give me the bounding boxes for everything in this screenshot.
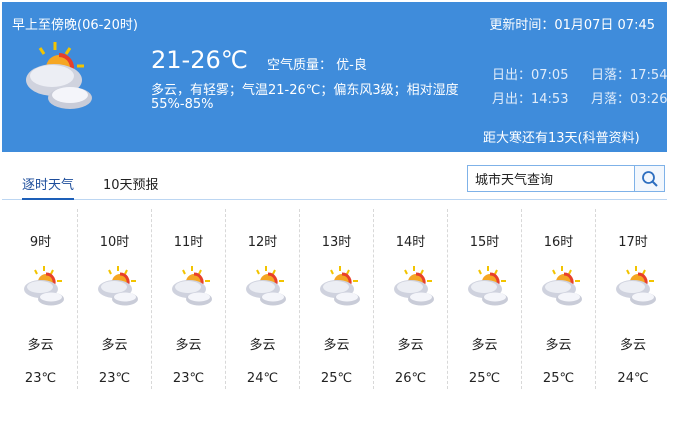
weather-label: 多云 <box>471 338 498 353</box>
sunset: 日落：17:54 <box>591 68 668 83</box>
air-quality: 空气质量： 优-良 <box>267 58 367 73</box>
partly-cloudy-icon <box>392 265 440 311</box>
humidity: 55%-85% <box>151 97 214 112</box>
hour-temperature: 25℃ <box>468 371 501 386</box>
hour-column: 15时多云 25℃ <box>448 209 522 389</box>
moonset: 月落：03:26 <box>591 92 668 107</box>
weather-label: 多云 <box>101 338 128 353</box>
hour-column: 14时多云 26℃ <box>374 209 448 389</box>
partly-cloudy-icon <box>318 265 366 311</box>
hour-label: 14时 <box>395 235 426 250</box>
hour-temperature: 23℃ <box>24 371 57 386</box>
partly-cloudy-icon <box>22 265 70 311</box>
hour-temperature: 26℃ <box>394 371 427 386</box>
update-time: 更新时间：01月07日 07:45 <box>489 18 655 33</box>
weather-label: 多云 <box>323 338 350 353</box>
weather-widget: 早上至傍晚(06-20时) 更新时间：01月07日 07:45 21-26℃ 空… <box>2 2 667 424</box>
tab-10-day[interactable]: 10天预报 <box>103 178 159 193</box>
hour-label: 15时 <box>469 235 500 250</box>
hour-column: 16时多云 25℃ <box>522 209 596 389</box>
solar-term-link[interactable]: 距大寒还有13天(科普资料) <box>483 131 640 146</box>
partly-cloudy-icon <box>614 265 662 311</box>
partly-cloudy-icon <box>170 265 218 311</box>
weather-label: 多云 <box>397 338 424 353</box>
hourly-forecast: 9时 多云 23℃ 10时 多云 23℃ 11时 多云 23℃ 12时 多云 24℃ 13时 多云 25℃ 1… <box>4 209 670 389</box>
partly-cloudy-icon <box>244 265 292 311</box>
hour-label: 12时 <box>247 235 278 250</box>
temperature-range: 21-26℃ <box>151 46 248 74</box>
period-label: 早上至傍晚(06-20时) <box>12 18 138 33</box>
weather-description: 多云，有轻雾；气温21-26℃；偏东风3级；相对湿度 <box>151 83 459 98</box>
hour-label: 9时 <box>29 235 52 250</box>
hour-temperature: 24℃ <box>617 371 649 386</box>
sunrise: 日出：07:05 <box>492 68 569 83</box>
city-search-input[interactable] <box>468 166 634 191</box>
hour-label: 13时 <box>321 235 352 250</box>
hour-temperature: 25℃ <box>542 371 575 386</box>
hour-label: 11时 <box>173 235 204 250</box>
hour-column: 12时多云 24℃ <box>226 209 300 389</box>
tab-hourly[interactable]: 逐时天气 <box>22 174 75 200</box>
search-button[interactable] <box>634 166 664 191</box>
tab-bar: 逐时天气 10天预报 <box>2 152 667 200</box>
hour-column: 13时多云 25℃ <box>300 209 374 389</box>
partly-cloudy-icon <box>96 265 144 311</box>
partly-cloudy-icon <box>540 265 588 311</box>
hour-temperature: 24℃ <box>246 371 279 386</box>
weather-label: 多云 <box>545 338 572 353</box>
hour-column: 11时多云 23℃ <box>152 209 226 389</box>
partly-cloudy-icon <box>22 40 102 116</box>
hour-column: 17时多云 24℃ <box>596 209 670 389</box>
hour-temperature: 25℃ <box>320 371 353 386</box>
hour-temperature: 23℃ <box>172 371 205 386</box>
hour-column: 10时多云 23℃ <box>78 209 152 389</box>
city-search <box>467 165 665 192</box>
hour-label: 16时 <box>543 235 574 250</box>
weather-label: 多云 <box>249 338 276 353</box>
hour-label: 17时 <box>618 235 648 250</box>
weather-label: 多云 <box>619 338 646 353</box>
moonrise: 月出：14:53 <box>492 92 569 107</box>
weather-label: 多云 <box>175 338 202 353</box>
today-summary: 早上至傍晚(06-20时) 更新时间：01月07日 07:45 21-26℃ 空… <box>2 2 667 152</box>
partly-cloudy-icon <box>466 265 514 311</box>
search-icon <box>641 170 658 187</box>
hour-temperature: 23℃ <box>98 371 131 386</box>
weather-label: 多云 <box>27 338 54 353</box>
hour-label: 10时 <box>99 235 130 250</box>
hour-column: 9时多云 23℃ <box>4 209 78 389</box>
